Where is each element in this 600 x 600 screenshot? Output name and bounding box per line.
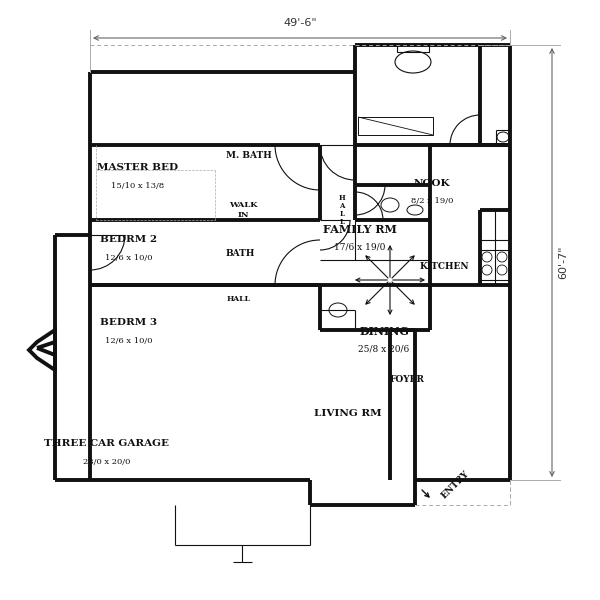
Text: NOOK: NOOK — [413, 179, 451, 187]
Text: LIVING RM: LIVING RM — [314, 409, 382, 419]
Text: FAMILY RM: FAMILY RM — [323, 224, 397, 235]
Polygon shape — [29, 330, 55, 370]
Text: MASTER BED: MASTER BED — [97, 163, 179, 173]
Text: DINING: DINING — [359, 326, 409, 337]
Text: 49'-6": 49'-6" — [283, 18, 317, 28]
Bar — [397, 44, 429, 52]
Text: THREE CAR GARAGE: THREE CAR GARAGE — [44, 439, 169, 449]
Text: WALK
IN: WALK IN — [229, 202, 257, 218]
Text: 12/6 x 10/0: 12/6 x 10/0 — [105, 254, 153, 262]
Text: M. BATH: M. BATH — [226, 151, 272, 160]
Text: BEDRM 3: BEDRM 3 — [101, 318, 157, 328]
Text: 8/2 x 19/0: 8/2 x 19/0 — [411, 197, 453, 205]
Text: HALL: HALL — [226, 295, 250, 303]
Text: KITCHEN: KITCHEN — [419, 262, 469, 271]
Text: 17/6 x 19/0: 17/6 x 19/0 — [334, 242, 386, 252]
Text: 60'-7": 60'-7" — [558, 245, 568, 279]
Bar — [358, 117, 433, 135]
Text: ENTRY: ENTRY — [439, 469, 470, 500]
Text: FOYER: FOYER — [389, 374, 424, 384]
Text: BATH: BATH — [226, 249, 254, 258]
Text: H
A
L
L: H A L L — [338, 194, 346, 226]
Text: 25/8 x 20/6: 25/8 x 20/6 — [358, 344, 410, 353]
Text: 12/6 x 10/0: 12/6 x 10/0 — [105, 337, 153, 345]
Text: 15/10 x 13/8: 15/10 x 13/8 — [112, 182, 164, 190]
Text: BEDRM 2: BEDRM 2 — [100, 235, 158, 245]
Text: 28/0 x 20/0: 28/0 x 20/0 — [83, 458, 130, 466]
